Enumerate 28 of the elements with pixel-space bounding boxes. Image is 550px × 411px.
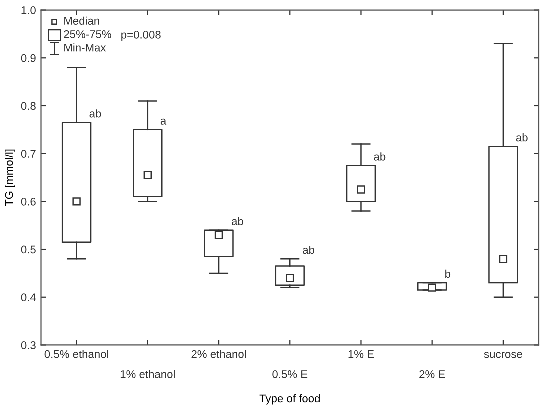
- annotation: ab: [90, 110, 102, 118]
- x-tick-label: 0.5% E: [272, 370, 308, 378]
- x-tick-label: 2% ethanol: [192, 350, 246, 358]
- y-tick-label: 0.7: [21, 150, 36, 158]
- annotation: ab: [232, 217, 244, 226]
- annotation: a: [160, 118, 167, 125]
- x-tick-label: 1% ethanol: [120, 370, 175, 378]
- annotation: ab: [303, 246, 315, 254]
- annotation: ab: [516, 134, 528, 142]
- y-tick-label: 0.9: [21, 54, 36, 62]
- y-tick-label: 0.5: [21, 246, 36, 254]
- annotation: ab: [374, 152, 386, 161]
- x-tick-label: 2% E: [420, 370, 446, 378]
- annotation: 25%-75%: [64, 30, 112, 38]
- y-tick-label: 0.3: [21, 342, 36, 350]
- x-tick-label: 1% E: [348, 350, 374, 358]
- annotation: p=0.008: [122, 30, 161, 42]
- annotation: Min-Max: [64, 44, 106, 52]
- annotation: Median: [64, 16, 100, 25]
- annotation: b: [446, 270, 451, 278]
- x-axis-title: Type of food: [260, 394, 320, 405]
- x-tick-label: sucrose: [484, 352, 522, 358]
- y-tick-label: 0.4: [21, 294, 36, 302]
- y-tick-label: 0.6: [21, 198, 36, 206]
- y-tick-label: 1.0: [22, 6, 36, 14]
- x-tick-label: 0.5% ethanol: [44, 350, 108, 358]
- y-tick-label: 0.8: [21, 102, 36, 110]
- y-axis-title: TG [mmol/l]: [5, 150, 16, 206]
